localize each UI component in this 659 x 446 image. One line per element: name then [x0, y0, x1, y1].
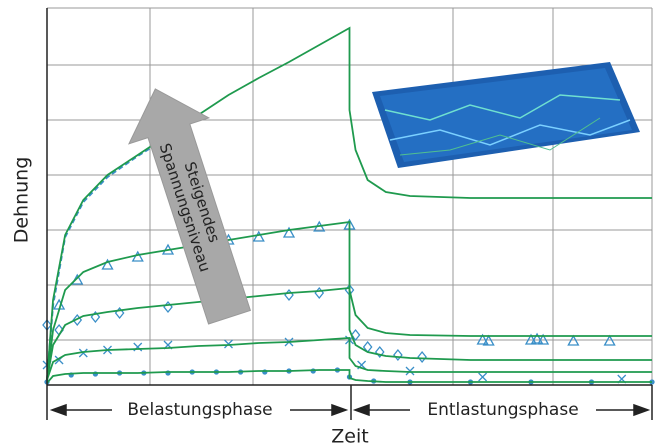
- marker-triangle: [482, 334, 495, 346]
- phase-label: Belastungsphase: [127, 400, 272, 420]
- marker-diamond: [163, 300, 173, 314]
- grid: [47, 7, 653, 385]
- marker-diamond: [393, 348, 403, 362]
- x-axis-label: Zeit: [331, 426, 368, 446]
- marker-diamond: [284, 288, 294, 302]
- model-line: [46, 369, 652, 384]
- marker-triangle: [567, 334, 580, 346]
- marker-triangle: [101, 258, 114, 270]
- marker-cross: [78, 348, 88, 358]
- marker-triangle: [603, 334, 616, 346]
- phase-label: Entlastungsphase: [427, 400, 578, 420]
- marker-diamond: [374, 345, 385, 359]
- marker-triangle: [252, 230, 265, 242]
- marker-triangle: [282, 226, 296, 238]
- marker-triangle: [476, 333, 489, 345]
- annotation-arrow: Steigendes Spannungsniveau: [127, 88, 252, 325]
- model-line: [46, 337, 652, 381]
- model-line: [46, 220, 652, 381]
- specimen-image: [372, 62, 640, 168]
- plot: [42, 26, 655, 385]
- marker-diamond: [417, 350, 427, 364]
- marker-cross: [405, 366, 415, 376]
- measured-line: [46, 132, 181, 381]
- marker-diamond: [314, 286, 325, 300]
- y-axis-label: Dehnung: [11, 157, 33, 244]
- model-line: [46, 26, 652, 381]
- marker-cross: [224, 339, 233, 349]
- model-line: [46, 287, 652, 381]
- marker-triangle: [530, 332, 544, 344]
- phase-arrows: [49, 398, 651, 422]
- marker-triangle: [536, 333, 550, 345]
- marker-diamond: [350, 328, 361, 342]
- marker-cross: [478, 372, 488, 382]
